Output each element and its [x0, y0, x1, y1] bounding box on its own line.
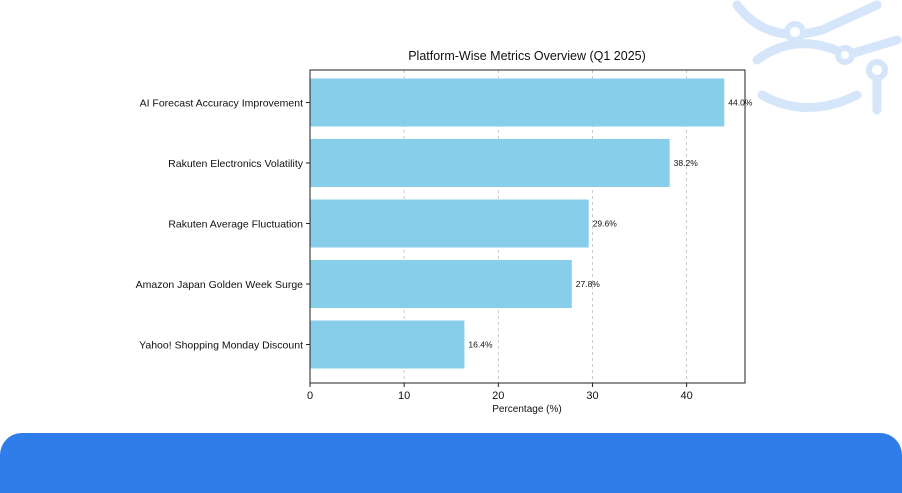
y-axis-tick-labels: AI Forecast Accuracy Improvement Rakuten …	[136, 98, 310, 352]
bar-4	[310, 320, 465, 369]
x-axis-label: Percentage (%)	[492, 404, 561, 415]
chart-title: Platform-Wise Metrics Overview (Q1 2025)	[408, 49, 646, 63]
data-label-0: 44.0%	[728, 98, 753, 108]
decorative-circuit-pattern	[732, 0, 902, 115]
bottom-banner	[0, 433, 902, 493]
bars	[310, 78, 725, 369]
chart-svg: Platform-Wise Metrics Overview (Q1 2025)…	[136, 49, 753, 415]
x-axis-ticks: 0 10 20 30 40	[307, 383, 693, 402]
x-tick-label-2: 20	[492, 390, 504, 402]
x-tick-label-0: 0	[307, 390, 313, 402]
bar-0	[310, 78, 725, 127]
y-tick-label-3: Amazon Japan Golden Week Surge	[136, 279, 303, 291]
y-tick-label-1: Rakuten Electronics Volatility	[168, 158, 304, 170]
bar-chart: Platform-Wise Metrics Overview (Q1 2025)…	[136, 49, 753, 415]
bar-1	[310, 139, 670, 187]
y-tick-label-0: AI Forecast Accuracy Improvement	[140, 98, 303, 110]
x-tick-label-1: 10	[398, 390, 410, 402]
bar-3	[310, 260, 572, 308]
data-label-1: 38.2%	[674, 158, 699, 168]
y-tick-label-4: Yahoo! Shopping Monday Discount	[139, 340, 303, 352]
plot-frame	[309, 69, 746, 384]
data-label-2: 29.6%	[593, 219, 618, 229]
bar-2	[310, 199, 589, 248]
y-tick-label-2: Rakuten Average Fluctuation	[168, 219, 303, 231]
x-tick-label-3: 30	[586, 390, 598, 402]
data-label-4: 16.4%	[468, 340, 493, 350]
data-labels: 44.0% 38.2% 29.6% 27.8% 16.4%	[468, 98, 752, 350]
data-label-3: 27.8%	[576, 279, 601, 289]
x-tick-label-4: 40	[680, 390, 692, 402]
